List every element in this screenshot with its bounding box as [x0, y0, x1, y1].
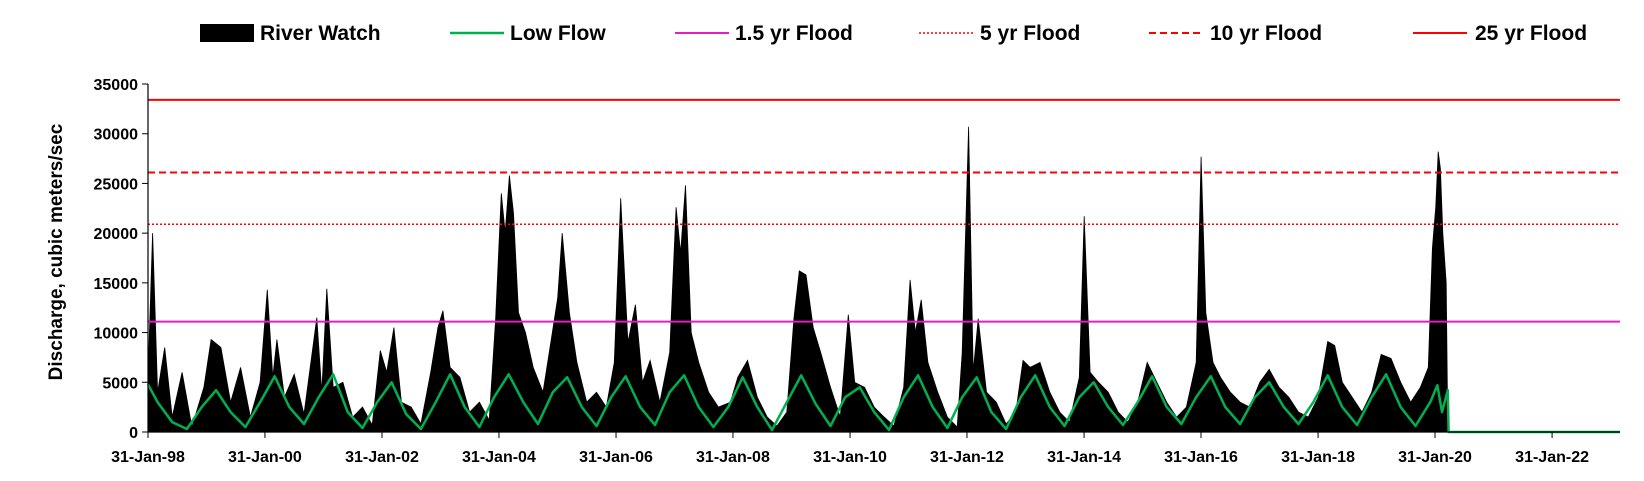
low-flow-series: [146, 373, 1620, 434]
x-tick-label: 31-Jan-18: [1281, 449, 1355, 466]
y-ticks: 0 5000 10000 15000 20000 25000 30000 35000: [94, 77, 148, 442]
legend-label-5-yr-flood: 5 yr Flood: [980, 22, 1080, 45]
y-axis-title: Discharge, cubic meters/sec: [46, 123, 67, 380]
legend-label-25-yr-flood: 25 yr Flood: [1475, 22, 1587, 45]
legend-item-river-watch: River Watch: [200, 22, 381, 45]
legend-item-low-flow: Low Flow: [450, 22, 606, 45]
axes: [147, 84, 1620, 433]
x-ticks: 31-Jan-98 31-Jan-00 31-Jan-02 31-Jan-04 31-J…: [111, 432, 1589, 466]
legend-label-1-5-yr-flood: 1.5 yr Flood: [735, 22, 853, 45]
x-tick-label: 31-Jan-20: [1398, 449, 1472, 466]
x-tick-label: 31-Jan-04: [462, 449, 536, 466]
y-tick-label: 35000: [94, 77, 139, 94]
y-tick-label: 0: [129, 425, 138, 442]
legend-item-5-yr-flood: 5 yr Flood: [919, 22, 1080, 45]
x-tick-label: 31-Jan-16: [1164, 449, 1238, 466]
river-watch-area: [147, 126, 1449, 433]
legend-label-river-watch: River Watch: [260, 22, 381, 45]
x-tick-label: 31-Jan-12: [930, 449, 1004, 466]
y-tick-label: 30000: [94, 127, 139, 144]
x-tick-label: 31-Jan-08: [696, 449, 770, 466]
legend-item-25-yr-flood: 25 yr Flood: [1413, 22, 1587, 45]
legend-label-low-flow: Low Flow: [510, 22, 606, 45]
legend-item-1-5-yr-flood: 1.5 yr Flood: [675, 22, 853, 45]
y-tick-label: 15000: [94, 276, 139, 293]
x-tick-label: 31-Jan-00: [228, 449, 302, 466]
x-tick-label: 31-Jan-14: [1047, 449, 1121, 466]
x-tick-label: 31-Jan-98: [111, 449, 185, 466]
y-tick-label: 25000: [94, 176, 139, 193]
y-tick-label: 10000: [94, 326, 139, 343]
x-tick-label: 31-Jan-02: [345, 449, 419, 466]
x-tick-label: 31-Jan-22: [1515, 449, 1589, 466]
low-flow-line: [146, 373, 1620, 434]
flood-lines: [148, 98, 1620, 323]
x-tick-label: 31-Jan-06: [579, 449, 653, 466]
y-tick-label: 5000: [102, 375, 138, 392]
legend-swatch-river-watch: [200, 24, 254, 42]
y-tick-label: 20000: [94, 226, 139, 243]
x-tick-label: 31-Jan-10: [813, 449, 887, 466]
legend: River Watch Low Flow 1.5 yr Flood 5 yr F…: [200, 22, 1587, 45]
legend-label-10-yr-flood: 10 yr Flood: [1210, 22, 1322, 45]
legend-item-10-yr-flood: 10 yr Flood: [1149, 22, 1322, 45]
river-watch-series: [147, 126, 1449, 433]
